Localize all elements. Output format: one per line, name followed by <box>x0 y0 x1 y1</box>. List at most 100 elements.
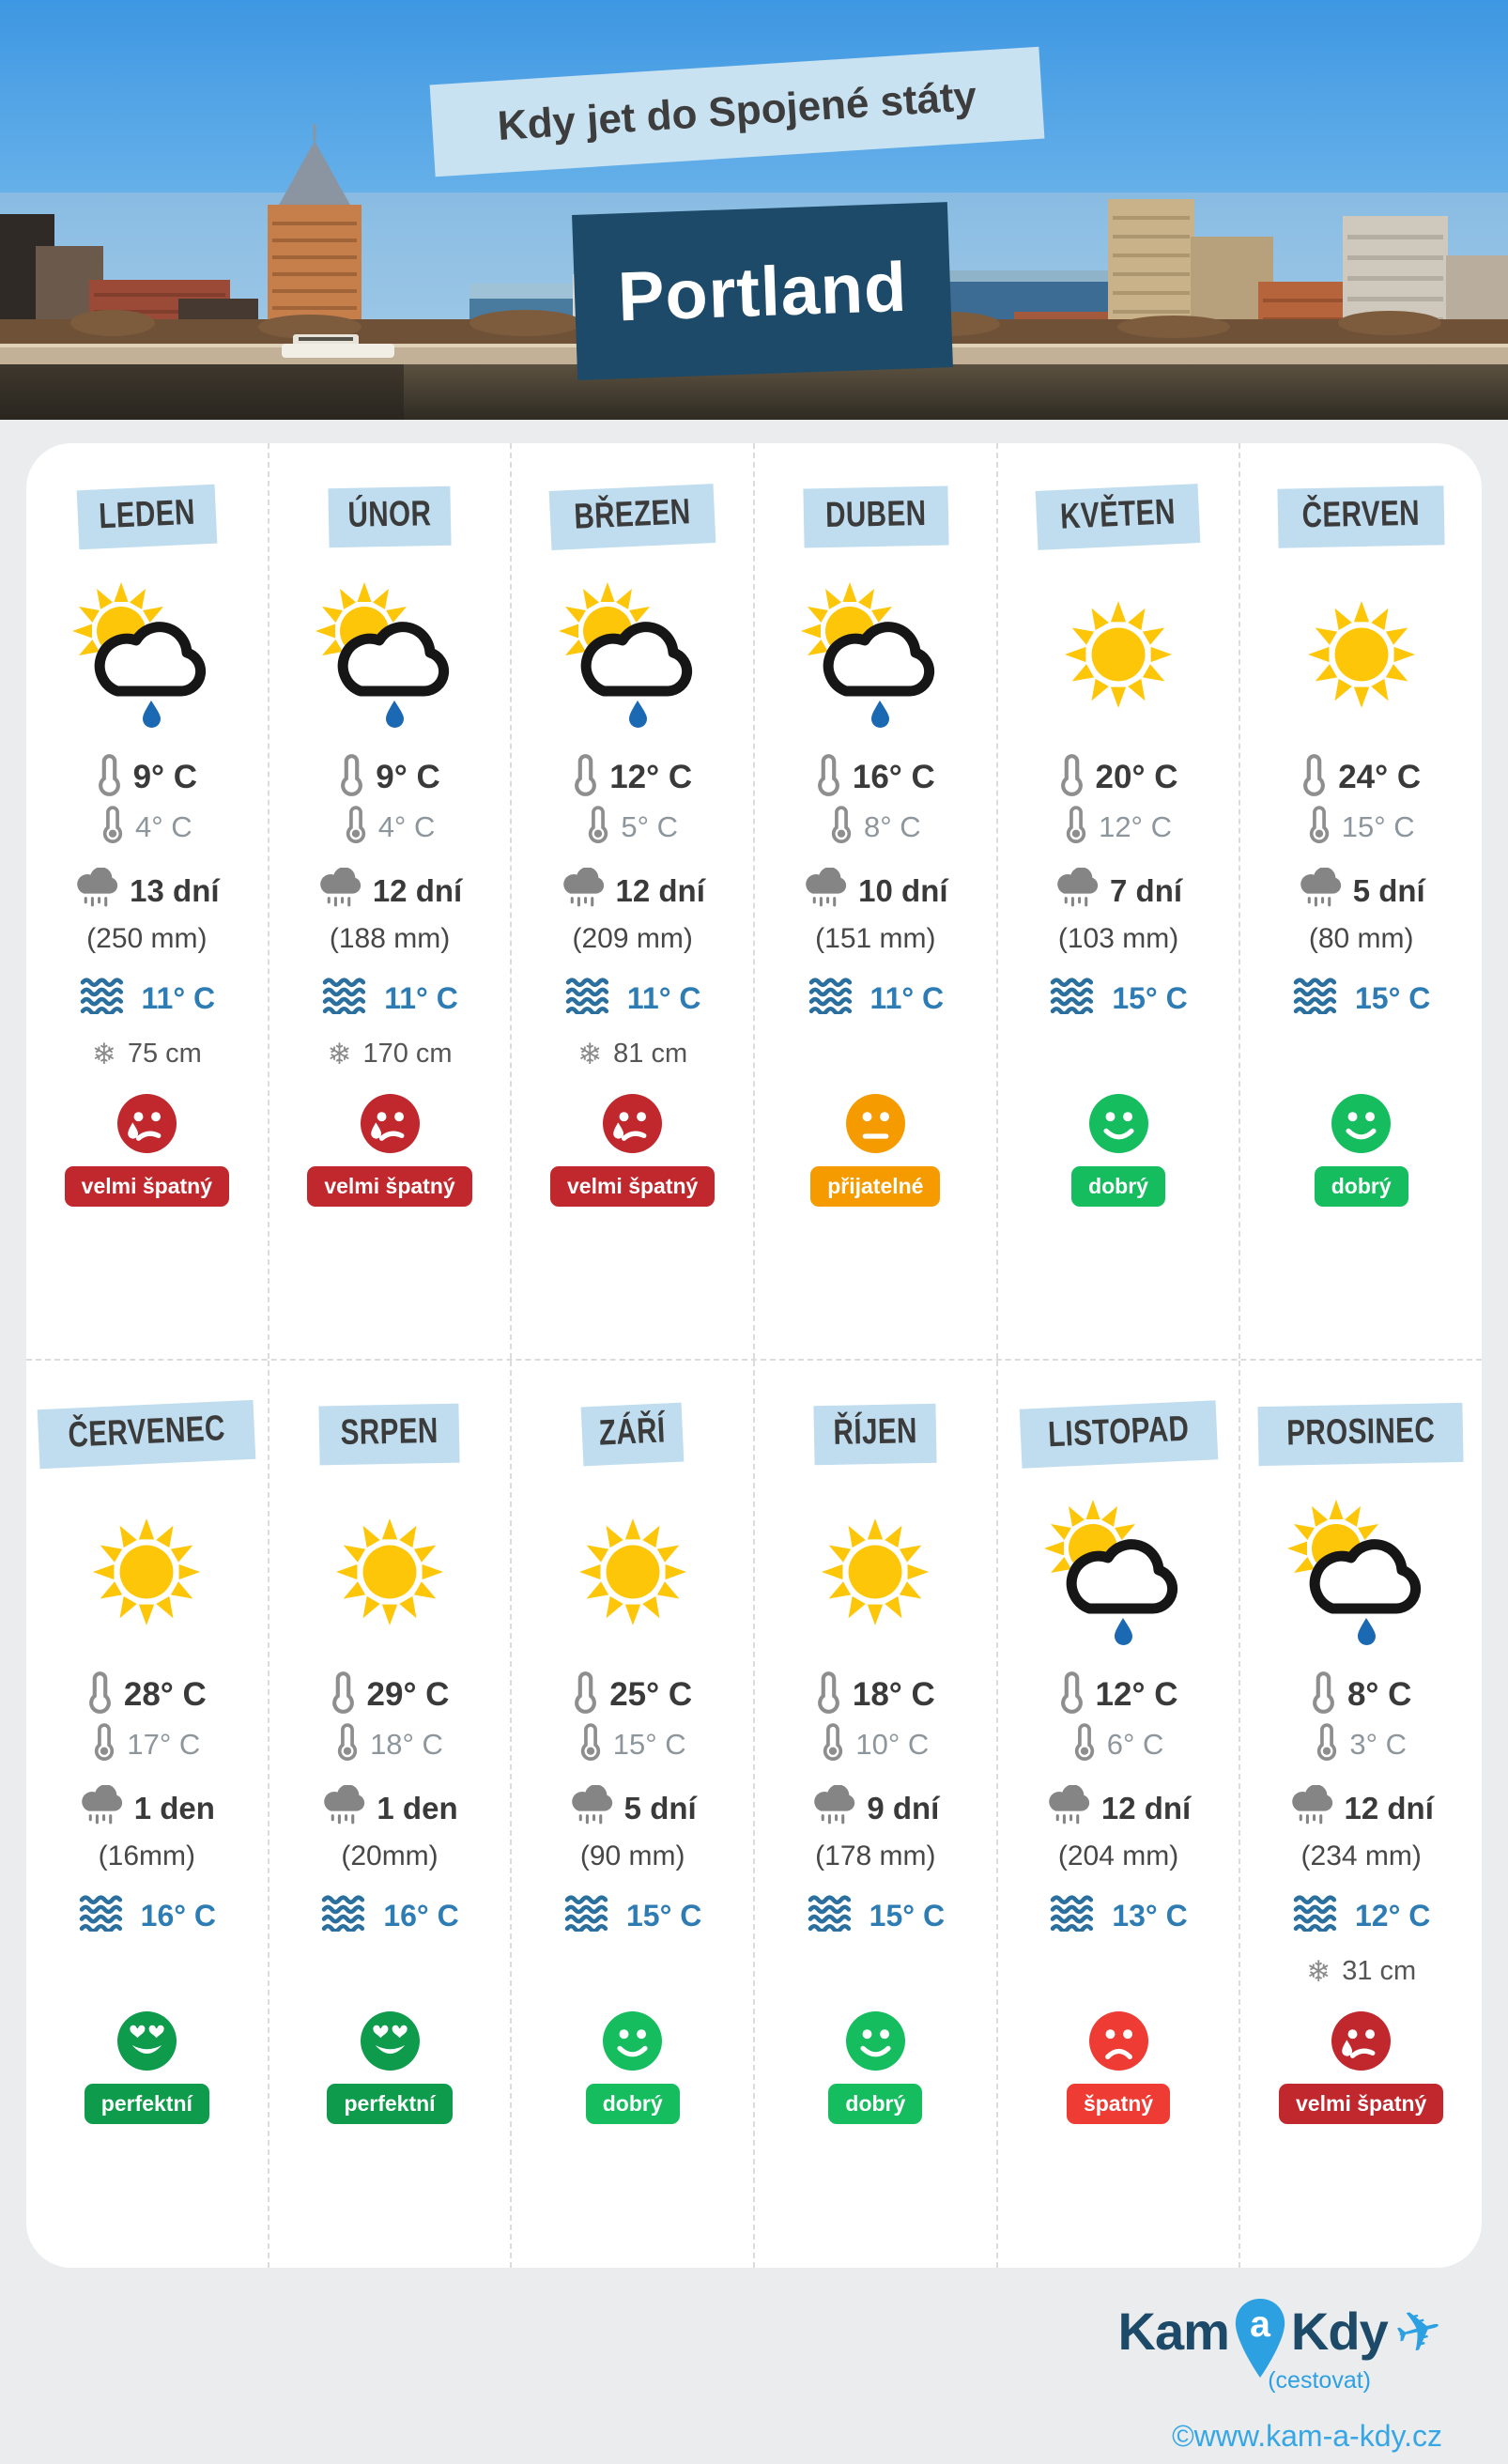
month-label: ČERVENEC <box>37 1399 256 1469</box>
low-temp-row: 17° C <box>26 1721 268 1768</box>
waves-icon <box>563 1895 615 1936</box>
high-temp-row: 12° C <box>998 1669 1239 1721</box>
logo-word-kdy: Kdy <box>1290 2301 1389 2361</box>
month-label-row: ZÁŘÍ <box>580 1389 685 1479</box>
month-name: ČERVEN <box>1301 493 1421 535</box>
water-temp-value: 16° C <box>383 1898 459 1933</box>
water-temp-row: 15° C <box>512 1888 753 1943</box>
waves-icon <box>79 978 131 1019</box>
high-temp-row: 9° C <box>269 751 511 804</box>
low-temp-row: 10° C <box>755 1721 996 1768</box>
precipitation-row: (151 mm) <box>755 918 996 960</box>
high-temp-row: 28° C <box>26 1669 268 1721</box>
thermometer-low-icon <box>345 805 367 850</box>
snow-value: 31 cm <box>1342 1955 1417 1986</box>
high-temp-row: 8° C <box>1240 1669 1482 1721</box>
rating-badge-row: dobrý <box>828 2084 923 2124</box>
rain-cloud-icon <box>811 1784 855 1832</box>
mood-face <box>1088 2010 1148 2071</box>
precipitation-value: (250 mm) <box>86 923 208 954</box>
thermometer-low-icon <box>830 805 853 850</box>
rain-days-row: 1 den <box>269 1781 511 1836</box>
month-name: DUBEN <box>824 493 927 535</box>
water-temp-row: 15° C <box>998 971 1239 1025</box>
months-row-1: LEDEN 9° C 4° C 13 dní (250 mm) <box>26 443 1482 1359</box>
rain-cloud-icon <box>1298 867 1342 915</box>
snow-row: ❄ 31 cm <box>1240 1948 1482 1994</box>
precipitation-row: (90 mm) <box>512 1836 753 1877</box>
month-label: ÚNOR <box>328 485 452 547</box>
waves-icon <box>321 978 373 1019</box>
thermometer-low-icon <box>822 1722 844 1767</box>
months-row-2: ČERVENEC 28° C 17° C 1 den (16mm) <box>26 1359 1482 2268</box>
month-label: ČERVEN <box>1277 485 1445 548</box>
month-label: BŘEZEN <box>548 483 716 550</box>
month-label: PROSINEC <box>1257 1402 1465 1466</box>
month-name: PROSINEC <box>1286 1409 1437 1454</box>
weather-icon <box>818 1479 932 1665</box>
weather-icon <box>66 562 227 747</box>
thermometer-high-icon <box>97 753 122 803</box>
page-title: Kdy jet do Spojené státy <box>496 73 978 149</box>
precipitation-row: (80 mm) <box>1240 918 1482 960</box>
mood-face <box>116 2010 177 2071</box>
website-url[interactable]: ©www.kam-a-kdy.cz <box>1172 2419 1442 2453</box>
month-name: KVĚTEN <box>1059 491 1177 537</box>
snow-value: 81 cm <box>613 1038 688 1069</box>
weather-icon <box>89 1479 204 1665</box>
snowflake-icon: ❄ <box>1306 1954 1331 1988</box>
water-temp-value: 15° C <box>1355 980 1431 1015</box>
mood-face <box>1331 1093 1392 1153</box>
rain-days-value: 1 den <box>377 1791 458 1825</box>
weather-icon <box>332 1479 447 1665</box>
water-temp-value: 11° C <box>626 980 701 1015</box>
water-temp-row: 16° C <box>26 1888 268 1943</box>
precipitation-row: (234 mm) <box>1240 1836 1482 1877</box>
low-temp-value: 15° C <box>612 1728 686 1761</box>
mood-face <box>845 1093 905 1153</box>
rain-days-row: 10 dní <box>755 864 996 918</box>
weather-icon <box>576 1479 690 1665</box>
weather-icon <box>309 562 470 747</box>
thermometer-high-icon <box>573 753 598 803</box>
month-name: ÚNOR <box>347 493 432 535</box>
rain-days-value: 7 dní <box>1110 873 1183 908</box>
month-label-row: LISTOPAD <box>1019 1389 1218 1479</box>
mood-face <box>845 2010 905 2071</box>
thermometer-low-icon <box>1073 1722 1096 1767</box>
water-temp-row: 15° C <box>1240 971 1482 1025</box>
water-temp-row: 11° C <box>755 971 996 1025</box>
logo-tagline: (cestovat) <box>1268 2367 1371 2394</box>
snowflake-icon: ❄ <box>577 1037 603 1070</box>
month-card: ZÁŘÍ 25° C 15° C 5 dní (90 mm) <box>510 1361 753 2268</box>
waves-icon <box>1292 978 1344 1019</box>
precipitation-value: (178 mm) <box>815 1840 936 1871</box>
rating-badge-row: velmi špatný <box>1279 2084 1444 2124</box>
precipitation-value: (103 mm) <box>1057 923 1179 954</box>
weather-icon <box>1304 562 1419 747</box>
rating-badge-row: přijatelné <box>810 1166 941 1207</box>
low-temp-row: 4° C <box>269 804 511 851</box>
low-temp-value: 6° C <box>1106 1728 1164 1761</box>
rating-badge-row: perfektní <box>327 2084 453 2124</box>
thermometer-low-icon <box>93 1722 115 1767</box>
water-temp-row: 11° C <box>512 971 753 1025</box>
mood-face <box>1088 1093 1148 1153</box>
precipitation-row: (16mm) <box>26 1836 268 1877</box>
precipitation-value: (234 mm) <box>1300 1840 1422 1871</box>
waves-icon <box>807 1895 858 1936</box>
water-temp-value: 15° C <box>1112 980 1188 1015</box>
high-temp-value: 28° C <box>123 1676 207 1713</box>
month-card: KVĚTEN 20° C 12° C 7 dní (103 mm) <box>995 443 1239 1359</box>
rain-days-value: 9 dní <box>867 1791 940 1825</box>
rain-cloud-icon <box>803 867 847 915</box>
high-temp-value: 12° C <box>1095 1676 1178 1713</box>
rain-days-row: 13 dní <box>26 864 268 918</box>
month-label: LEDEN <box>76 484 218 549</box>
month-card: SRPEN 29° C 18° C 1 den (20mm) <box>267 1361 511 2268</box>
footer: Kam a Kdy ✈ (cestovat) ©www.kam-a-kdy.cz <box>1118 2287 1450 2454</box>
high-temp-value: 12° C <box>609 759 693 795</box>
high-temp-value: 24° C <box>1338 759 1422 795</box>
high-temp-row: 18° C <box>755 1669 996 1721</box>
waves-icon <box>1292 1895 1344 1936</box>
